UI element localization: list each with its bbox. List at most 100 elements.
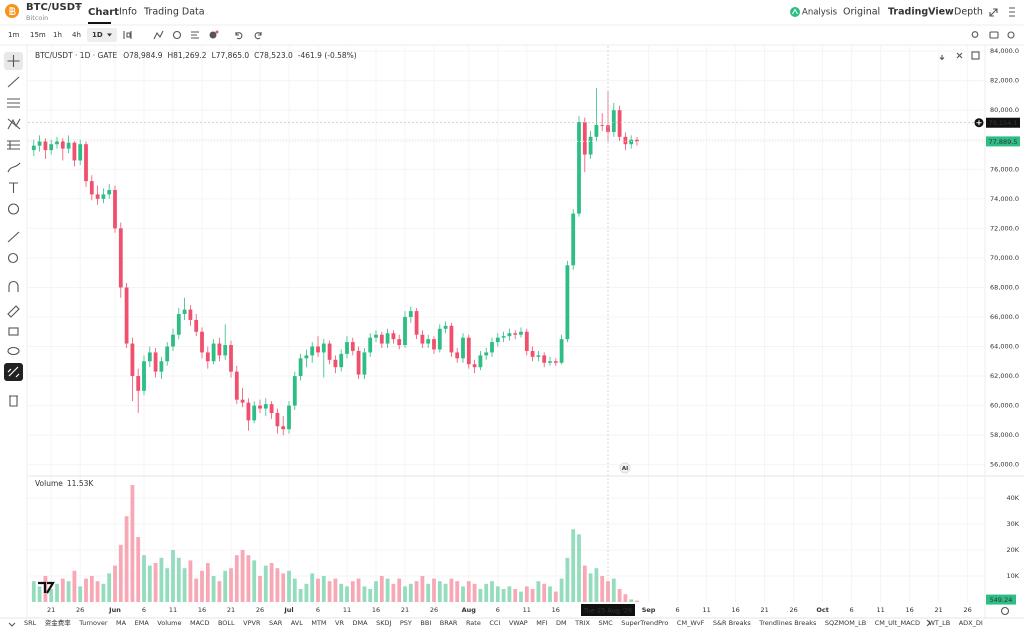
menu-icon[interactable] [1009, 7, 1015, 17]
indicator-menu-icon[interactable] [8, 622, 16, 627]
fib-tool[interactable] [7, 98, 20, 108]
view-tab[interactable]: Original [843, 7, 880, 18]
settings-icon[interactable] [1007, 31, 1015, 39]
axis-settings-icon[interactable] [1000, 606, 1010, 616]
volume-bar [635, 600, 639, 602]
prediction-tool[interactable] [7, 140, 20, 150]
indicator-icon[interactable] [153, 30, 164, 40]
indicator-tab[interactable]: CCI [489, 619, 500, 627]
interval-selected-bg[interactable] [87, 28, 117, 42]
volume-bar [350, 581, 355, 602]
candle-body [519, 331, 523, 335]
indicator-tab[interactable]: BBI [420, 619, 431, 627]
indicator-tab[interactable]: Turnover [78, 619, 108, 627]
tab[interactable]: Info [119, 7, 137, 18]
interval-caret[interactable] [107, 33, 112, 37]
symbol-caret[interactable] [76, 6, 81, 9]
indicator-tab[interactable]: DM [556, 619, 567, 627]
pattern-tool[interactable] [7, 118, 21, 130]
redo-icon[interactable] [254, 32, 262, 40]
interval[interactable]: 1m [8, 31, 19, 39]
y-tick-label: 84,000.0 [990, 47, 1019, 55]
indicator-tab[interactable]: 资金费率 [45, 618, 72, 627]
indicator-tab[interactable]: VWAP [509, 619, 528, 627]
indicator-tab[interactable]: Rate [466, 619, 481, 627]
emoji-tool[interactable] [7, 203, 20, 215]
magnet-tool[interactable] [8, 280, 19, 293]
chart-title: BTC/USDT · 1D · GATE [35, 51, 117, 60]
symbol[interactable]: BTC/USDT [26, 2, 82, 13]
template-icon[interactable] [191, 31, 199, 39]
candle-body [159, 361, 164, 372]
indicator-tab[interactable]: CM_WvF [677, 619, 705, 627]
indicator-tab[interactable]: AVL [291, 619, 303, 627]
pane-icon[interactable] [971, 51, 980, 60]
candle-body [310, 346, 315, 356]
indicator-tab[interactable]: BRAR [440, 619, 458, 627]
indicator-tab[interactable]: MACD [190, 619, 209, 627]
indicator-tab[interactable]: MFI [536, 619, 547, 627]
interval[interactable]: 4h [72, 31, 81, 39]
indicator-tab[interactable]: ADX_DI [959, 619, 983, 627]
indicator-tab[interactable]: VPVR [243, 619, 261, 627]
pane-icon[interactable] [939, 55, 945, 61]
indicator-tab[interactable]: SKDJ [376, 619, 391, 627]
camera-icon[interactable] [989, 31, 999, 39]
indicator-tab[interactable]: S&R Breaks [713, 619, 752, 627]
view-tab[interactable]: Analysis [802, 8, 838, 18]
indicator-tab[interactable]: SMC [598, 619, 613, 627]
zoom-tool[interactable] [7, 252, 19, 264]
ai-badge[interactable]: AI [622, 466, 628, 472]
interval[interactable]: 15m [30, 31, 46, 39]
hide-tool[interactable] [7, 346, 20, 356]
undo-icon[interactable] [235, 32, 243, 40]
plugin-icon[interactable] [209, 31, 217, 39]
interval[interactable]: 1h [53, 31, 62, 39]
indicator-tab[interactable]: CM_Ult_MACD [875, 619, 920, 627]
indicator-tab[interactable]: PSY [400, 619, 412, 627]
tab[interactable]: Trading Data [143, 7, 205, 18]
view-tab[interactable]: TradingView [888, 7, 954, 18]
delete-tool[interactable] [9, 395, 18, 407]
scroll-right[interactable] [926, 619, 931, 627]
volume-bar [124, 516, 129, 602]
crosshair-add-glyph [976, 120, 982, 126]
view-tab[interactable]: Depth [954, 7, 983, 18]
brush-tool[interactable] [7, 162, 21, 173]
crosshair-tool[interactable] [7, 55, 20, 67]
indicator-tab[interactable]: WT_LB [928, 619, 950, 627]
measure-tool[interactable] [7, 231, 20, 243]
indicator-tab[interactable]: TRIX [574, 619, 590, 627]
volume-bar [582, 565, 587, 602]
candle-type-icon[interactable] [123, 31, 132, 39]
search-icon[interactable] [971, 31, 979, 38]
indicator-tab[interactable]: SuperTrendPro [621, 619, 668, 627]
indicator-tab[interactable]: SQZMOM_LB [825, 619, 866, 627]
sync-tool[interactable] [7, 366, 20, 378]
candle-body [269, 404, 274, 413]
indicator-tab[interactable]: SAR [269, 619, 283, 627]
indicator-tab[interactable]: Trendlines Breaks [758, 619, 817, 627]
text-tool[interactable] [9, 182, 18, 193]
candle-body [107, 189, 112, 195]
candle-body [617, 110, 622, 137]
indicator-tab[interactable]: VR [335, 619, 344, 627]
interval[interactable]: 1D [92, 31, 103, 39]
stay-drawing-tool[interactable] [7, 305, 20, 318]
ai-badge-bg[interactable] [619, 462, 631, 474]
tab[interactable]: Chart [88, 7, 119, 18]
x-tick-label: Sep [642, 606, 656, 614]
indicator-tab[interactable]: Volume [157, 619, 181, 627]
indicator-tab[interactable]: BOLL [218, 619, 235, 627]
x-tick-label: Oct [816, 606, 829, 614]
lock-tool[interactable] [8, 327, 19, 336]
trendline-tool[interactable] [7, 76, 20, 88]
indicator-tab[interactable]: SRL [24, 619, 37, 627]
pane-icon[interactable] [956, 52, 963, 59]
expand-icon[interactable] [989, 8, 998, 17]
indicator-tab[interactable]: MTM [311, 619, 326, 627]
indicator-tab[interactable]: EMA [135, 619, 150, 627]
replay-icon[interactable] [172, 30, 182, 40]
indicator-tab[interactable]: DMA [353, 619, 369, 627]
indicator-tab[interactable]: MA [116, 619, 127, 627]
